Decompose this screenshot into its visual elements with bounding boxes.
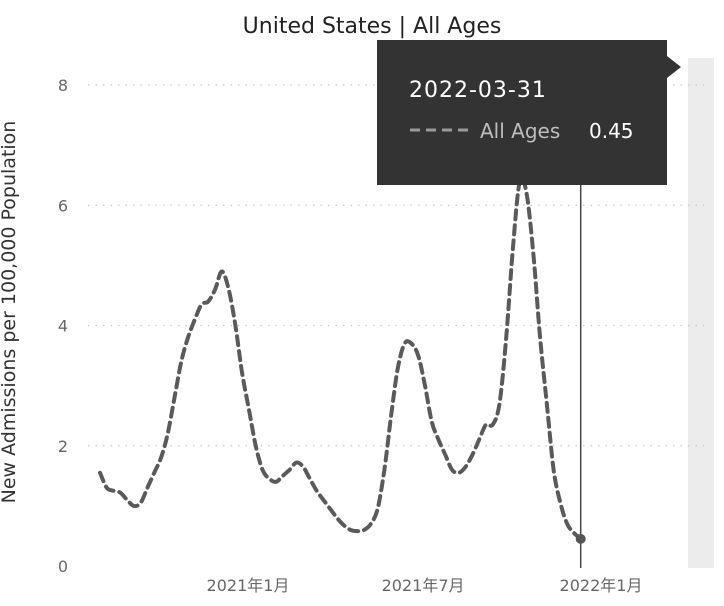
chart-title: United States | All Ages [243,14,502,39]
hover-point[interactable] [575,533,586,544]
y-tick-label: 8 [58,76,68,95]
x-tick-label: 2022年1月 [560,576,643,595]
x-tick-label: 2021年7月 [382,576,465,595]
y-tick-label: 6 [58,196,68,215]
tooltip-value: 0.45 [589,119,634,143]
x-axis-ticks: 2021年1月 2021年7月 2022年1月 [207,576,643,595]
y-axis-ticks: 0 2 4 6 8 [58,76,68,576]
y-tick-label: 4 [58,317,68,336]
y-tick-label: 0 [58,557,68,576]
tooltip-date: 2022-03-31 [409,78,547,103]
tooltip-series-name: All Ages [480,119,560,143]
tooltip-box [377,40,667,185]
tooltip-pointer [667,56,681,78]
series-line-all-ages[interactable] [98,175,583,541]
hover-band [688,58,714,568]
y-tick-label: 2 [58,437,68,456]
tooltip: 2022-03-31 All Ages 0.45 [377,40,681,185]
x-tick-label: 2021年1月 [207,576,290,595]
y-axis-label: New Admissions per 100,000 Population [0,121,20,504]
